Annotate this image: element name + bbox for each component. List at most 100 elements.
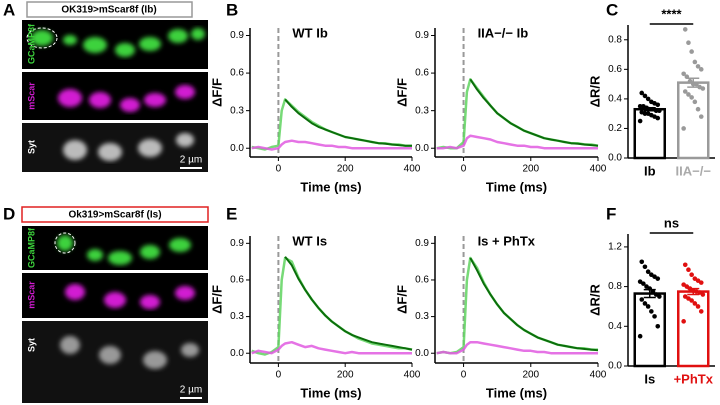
data-point <box>644 284 649 289</box>
error-bar <box>687 77 700 88</box>
title-box <box>21 206 209 223</box>
x-axis-label: Time (ms) <box>486 179 547 194</box>
y-axis-label: ΔF/F <box>394 78 409 107</box>
y-axis-label: ΔR/R <box>587 75 602 107</box>
data-point <box>687 78 693 84</box>
y-axis-label: ΔF/F <box>209 78 224 107</box>
scale-label: 2 µm <box>180 385 202 396</box>
image <box>22 20 208 69</box>
x-tick-label: IIA−/− <box>676 163 712 178</box>
y-tick-label: 0.3 <box>230 311 244 322</box>
data-point <box>649 272 654 277</box>
panel-label: F <box>606 204 616 223</box>
data-point <box>689 95 694 100</box>
x-tick-label: 400 <box>590 164 607 175</box>
data-point <box>652 314 657 319</box>
y-tick-label: 0.6 <box>608 64 622 75</box>
data-point <box>692 301 698 306</box>
panel-label: A <box>3 0 15 19</box>
data-point <box>686 267 691 273</box>
trace <box>251 340 412 355</box>
data-point <box>653 292 659 297</box>
data-point <box>639 297 645 302</box>
bar <box>633 292 666 368</box>
x-tick-label: 200 <box>522 164 539 175</box>
image-title: Ok319>mScar8f (Is) <box>68 210 161 221</box>
y-tick-label: 0.6 <box>415 68 429 79</box>
y-tick-label: 0.3 <box>415 105 429 116</box>
trace <box>469 78 599 147</box>
data-point <box>695 106 701 112</box>
x-tick-label: +PhTx <box>674 371 714 386</box>
image-panel-d <box>21 206 209 403</box>
y-tick-label: 0.6 <box>230 275 244 286</box>
x-axis-label: Time (ms) <box>300 385 361 400</box>
trace <box>469 257 599 352</box>
data-point <box>692 59 698 65</box>
y-tick-label: 0.3 <box>415 311 429 322</box>
data-point <box>645 96 651 102</box>
significance-label: **** <box>661 6 682 21</box>
x-tick-label: Is <box>644 371 655 386</box>
data-point <box>642 93 648 99</box>
x-tick-label: 0 <box>461 370 467 381</box>
significance-label: ns <box>664 215 679 230</box>
y-tick-label: 0.0 <box>608 361 622 372</box>
chart-title: Is + PhTx <box>478 233 536 248</box>
data-point <box>637 333 643 339</box>
data-point <box>657 108 662 114</box>
error-bar <box>643 107 656 112</box>
channel-label: Syt <box>26 338 36 352</box>
data-point <box>649 309 654 314</box>
trace <box>436 78 599 150</box>
trace <box>251 98 412 151</box>
image-panel-a <box>22 1 208 172</box>
channel-label: GCaMP8f <box>26 23 36 64</box>
y-tick-label: 0.0 <box>230 348 244 359</box>
channel-label: GCaMP8f <box>26 227 36 268</box>
trace <box>284 256 413 351</box>
data-point <box>655 324 661 329</box>
y-tick-label: 0.9 <box>415 238 429 249</box>
data-point <box>686 40 691 46</box>
y-tick-label: 0.9 <box>415 30 429 41</box>
data-point <box>639 259 645 265</box>
data-point <box>639 90 645 96</box>
y-tick-label: 0.8 <box>608 281 622 292</box>
y-tick-label: 0.4 <box>608 321 622 332</box>
data-point <box>681 319 686 324</box>
data-point <box>682 27 688 32</box>
data-point <box>689 272 694 277</box>
y-axis-label: ΔF/F <box>209 285 224 314</box>
trace <box>251 256 413 356</box>
data-point <box>692 276 698 281</box>
y-tick-label: 1.2 <box>608 242 622 253</box>
data-point <box>645 304 651 309</box>
x-axis-label: Time (ms) <box>300 179 361 194</box>
y-tick-label: 0.3 <box>230 105 244 116</box>
x-tick-label: 0 <box>461 164 467 175</box>
data-point <box>681 282 686 287</box>
x-tick-label: 400 <box>404 370 421 381</box>
trace <box>436 134 598 150</box>
data-point <box>698 309 704 314</box>
bar <box>677 81 710 160</box>
y-tick-label: 0.8 <box>608 34 622 45</box>
y-tick-label: 0.6 <box>230 68 244 79</box>
x-tick-label: 400 <box>404 164 421 175</box>
data-point <box>682 89 688 94</box>
y-tick-label: 0.6 <box>415 275 429 286</box>
x-tick-label: 200 <box>337 164 354 175</box>
data-point <box>698 114 704 119</box>
data-point <box>695 64 701 69</box>
roi <box>54 232 76 254</box>
chart-title: IIA−/− Ib <box>478 25 529 40</box>
x-tick-label: 200 <box>522 370 539 381</box>
data-point <box>692 99 698 105</box>
y-tick-label: 0.0 <box>608 153 622 164</box>
y-tick-label: 0.9 <box>230 238 244 249</box>
trace <box>436 256 598 355</box>
roi <box>26 27 58 49</box>
data-point <box>682 262 688 268</box>
